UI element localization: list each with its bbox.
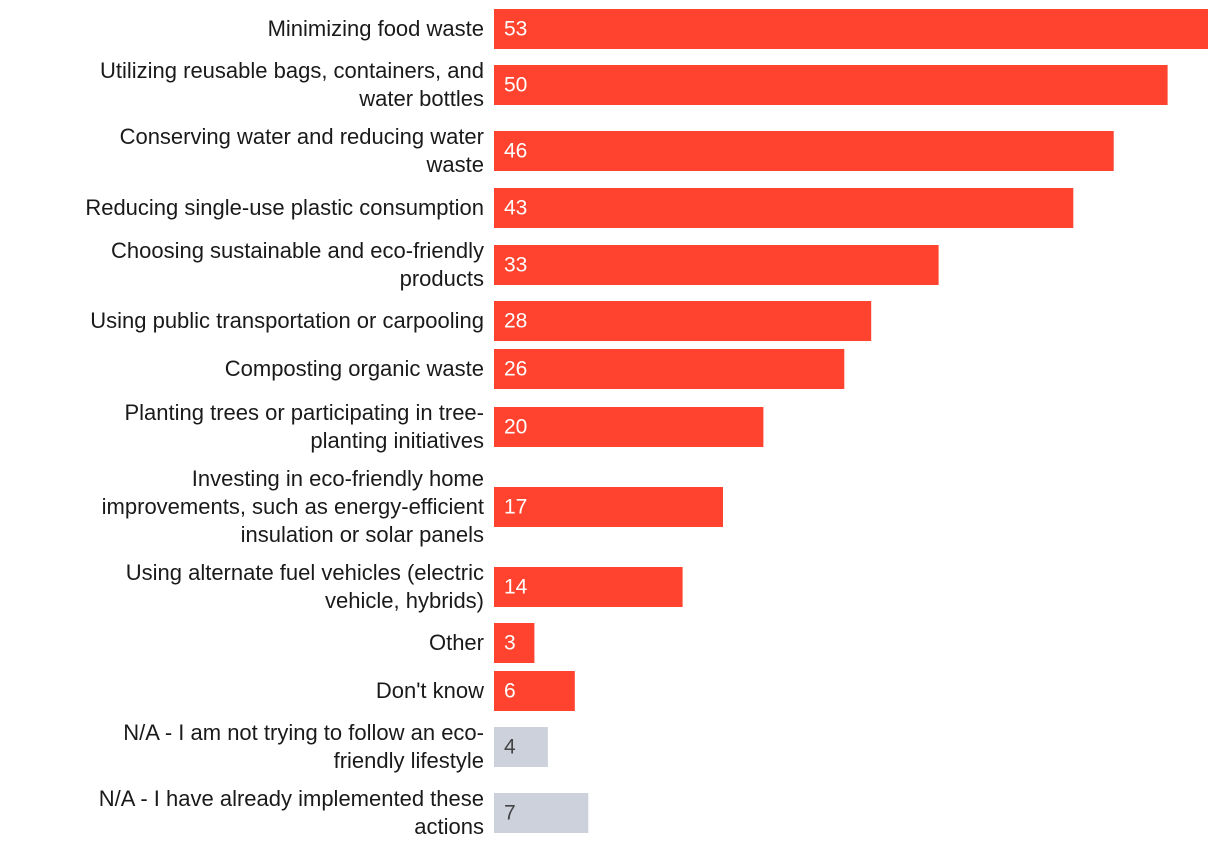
category-label-line: vehicle, hybrids): [325, 588, 484, 613]
category-label: Composting organic waste: [225, 356, 484, 381]
category-label-line: Using public transportation or carpoolin…: [90, 308, 484, 333]
bar-value-label: 50: [504, 74, 527, 97]
category-label-line: Don't know: [376, 678, 484, 703]
bar-12: [494, 671, 575, 711]
category-label-line: Choosing sustainable and eco-friendly: [111, 238, 484, 263]
bar-11: [494, 623, 535, 663]
bar-9: [494, 487, 723, 527]
bar-4: [494, 188, 1074, 228]
bar-value-label: 53: [504, 18, 527, 41]
bar-8: [494, 407, 764, 447]
bar-value-label: 28: [504, 310, 527, 333]
category-label: N/A - I am not trying to follow an eco-f…: [123, 720, 484, 773]
bar-6: [494, 301, 872, 341]
category-label: N/A - I have already implemented these ac…: [99, 786, 484, 839]
category-label-line: N/A - I am not trying to follow an eco-: [123, 720, 484, 745]
category-label-line: insulation or solar panels: [241, 522, 484, 547]
bar-10: [494, 567, 683, 607]
bar-value-label: 14: [504, 576, 528, 599]
bar-value-label: 7: [504, 802, 516, 825]
category-label-line: actions: [414, 814, 484, 839]
category-label-line: Using alternate fuel vehicles (electric: [126, 560, 484, 585]
category-label-line: Other: [429, 630, 484, 655]
category-label: Utilizing reusable bags, containers, and…: [100, 58, 484, 111]
category-label-line: water bottles: [358, 86, 484, 111]
bar-value-label: 3: [504, 632, 516, 655]
bar-value-label: 17: [504, 496, 527, 519]
bar-value-label: 33: [504, 254, 527, 277]
category-label: Other: [429, 630, 484, 655]
category-label: Planting trees or participating in tree-…: [124, 400, 484, 453]
bar-value-label: 43: [504, 197, 527, 220]
bar-13: [494, 727, 548, 767]
bar-7: [494, 349, 845, 389]
bar-14: [494, 793, 589, 833]
category-label: Using alternate fuel vehicles (electric v…: [126, 560, 484, 613]
category-label-line: Minimizing food waste: [268, 16, 484, 41]
bar-value-label: 26: [504, 358, 527, 381]
category-label-line: N/A - I have already implemented these: [99, 786, 484, 811]
category-label-line: Conserving water and reducing water: [120, 124, 484, 149]
category-label: Conserving water and reducing water waste: [120, 124, 484, 177]
category-label-line: Investing in eco-friendly home: [192, 466, 484, 491]
category-label-line: improvements, such as energy-efficient: [102, 494, 484, 519]
category-label-line: products: [400, 266, 484, 291]
bar-2: [494, 65, 1168, 105]
category-label-line: Utilizing reusable bags, containers, and: [100, 58, 484, 83]
bar-5: [494, 245, 939, 285]
category-label: Investing in eco-friendly home improvemen…: [102, 466, 484, 547]
category-label: Choosing sustainable and eco-friendly pro…: [111, 238, 484, 291]
category-label-line: Reducing single-use plastic consumption: [85, 195, 484, 220]
bar-3: [494, 131, 1114, 171]
category-label: Minimizing food waste: [268, 16, 484, 41]
category-label: Reducing single-use plastic consumption: [85, 195, 484, 220]
bar-value-label: 20: [504, 416, 527, 439]
category-label-line: waste: [426, 152, 484, 177]
bar-value-label: 4: [504, 736, 516, 759]
category-label: Don't know: [376, 678, 484, 703]
category-label-line: friendly lifestyle: [334, 748, 484, 773]
bar-value-label: 46: [504, 140, 527, 163]
category-label-line: planting initiatives: [310, 428, 484, 453]
bar-value-label: 6: [504, 680, 516, 703]
category-label: Using public transportation or carpoolin…: [90, 308, 484, 333]
category-label-line: Planting trees or participating in tree-: [124, 400, 484, 425]
bar-1: [494, 9, 1208, 49]
category-label-line: Composting organic waste: [225, 356, 484, 381]
